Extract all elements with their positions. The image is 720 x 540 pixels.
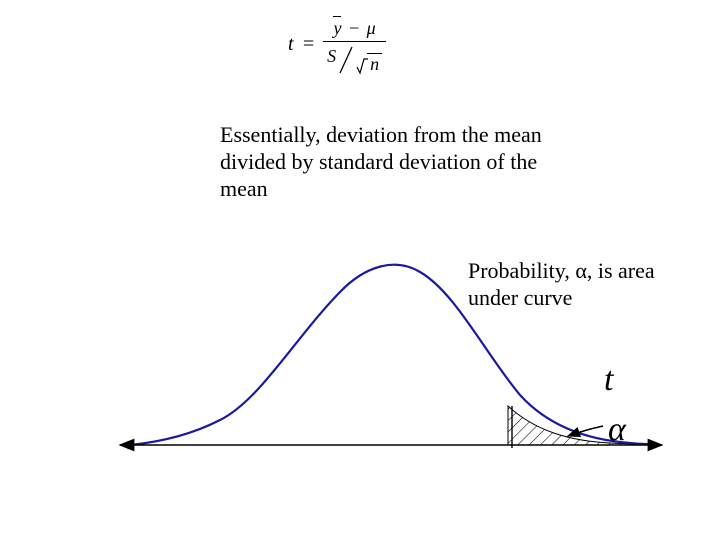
alpha-label: α [608,411,627,448]
y-bar-var: y [333,18,341,38]
bell-curve-figure: t α [110,230,670,470]
t-statistic-formula: t = y − μ S [288,18,386,75]
formula-fraction: y − μ S n [323,18,386,75]
formula-equals: = [298,33,320,55]
formula-lhs: t [288,33,294,55]
bell-curve-path [130,265,655,445]
formula-denominator: S n [323,41,386,75]
t-label: t [604,361,615,398]
slash-icon [338,45,354,75]
minus-sign: − [346,18,362,38]
mu-symbol: μ [367,18,376,38]
formula-numerator: y − μ [323,18,386,41]
denominator-S: S [327,46,336,67]
alpha-region [508,406,650,445]
denominator-sqrt-n: n [370,54,379,74]
explanation-text: Essentially, deviation from the mean div… [220,122,590,202]
